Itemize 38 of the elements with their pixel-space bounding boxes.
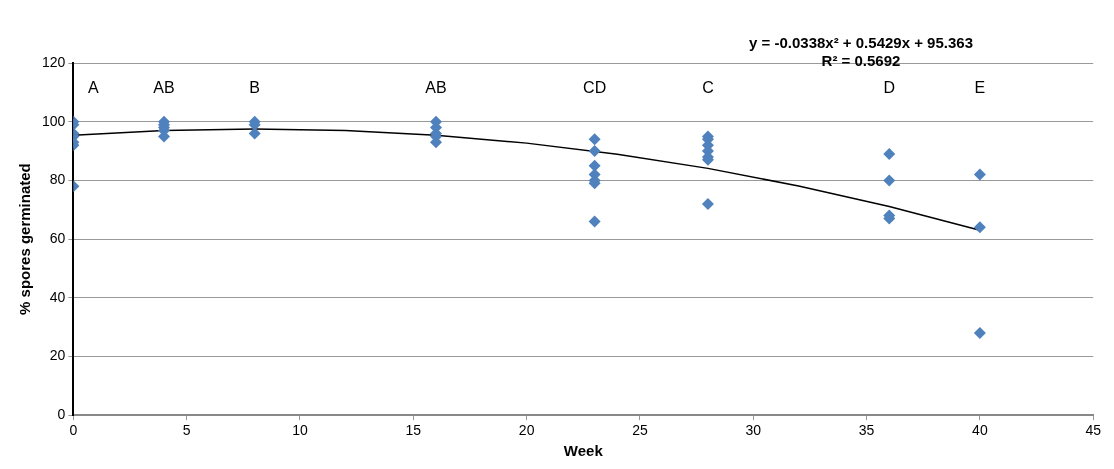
y-tick-label: 60: [49, 229, 66, 246]
point: [973, 327, 986, 340]
x-axis-title: Week: [563, 442, 604, 460]
x-tick-label: 0: [69, 422, 78, 439]
y-tick-label: 100: [42, 112, 66, 129]
point: [588, 133, 601, 146]
y-axis-title: % spores germinated: [16, 163, 34, 315]
y-tick-label: 0: [57, 406, 66, 423]
x-tick-label: 40: [972, 422, 988, 439]
y-tick-label: 120: [42, 53, 66, 70]
point: [883, 147, 896, 160]
annotation: R² = 0.5692: [821, 52, 901, 69]
y-tick-label: 20: [49, 347, 66, 364]
annotation: E: [974, 79, 986, 96]
annotation: B: [249, 79, 260, 96]
point: [973, 221, 986, 234]
point: [973, 168, 986, 181]
x-tick-label: 45: [1085, 422, 1102, 439]
point: [883, 174, 896, 187]
x-tick-label: 35: [858, 422, 875, 439]
x-tick-label: 15: [405, 422, 422, 439]
point: [588, 145, 601, 158]
x-tick-label: 30: [745, 422, 762, 439]
text: y = -0.0338x² + 0.5429x + 95.363: [749, 34, 973, 51]
annotation: AB: [153, 79, 175, 96]
annotation: D: [883, 79, 896, 96]
annotation: AB: [425, 79, 447, 96]
x-tick-label: 25: [632, 422, 648, 439]
annotation: C: [702, 79, 714, 96]
y-tick-label: 80: [49, 171, 66, 188]
annotation: CD: [583, 79, 607, 96]
point: [701, 197, 714, 210]
y-tick-label: 40: [49, 288, 66, 305]
x-tick-label: 5: [182, 422, 191, 439]
point: [588, 215, 601, 228]
x-tick-label: 10: [292, 422, 308, 439]
annotation: A: [88, 79, 100, 96]
x-tick-label: 20: [518, 422, 535, 439]
